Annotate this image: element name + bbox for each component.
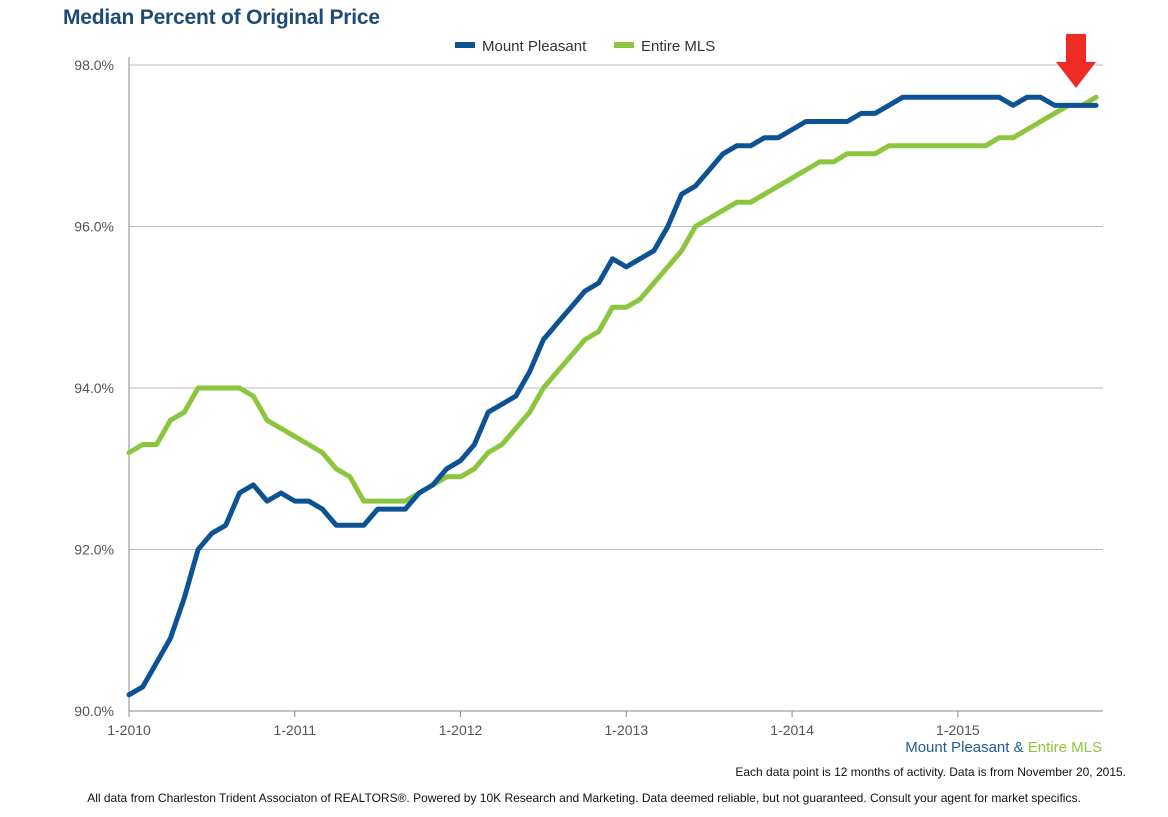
legend-swatch [455, 42, 475, 48]
legend-label: Entire MLS [641, 38, 715, 55]
footer-disclaimer: All data from Charleston Trident Associa… [87, 791, 1081, 805]
legend-label: Mount Pleasant [482, 38, 587, 55]
y-tick-label: 92.0% [74, 542, 114, 558]
caption-mount-pleasant: Mount Pleasant [905, 739, 1010, 756]
x-tick-label: 1-2013 [605, 722, 649, 738]
gridlines [129, 64, 1103, 550]
y-tick-label: 98.0% [74, 57, 114, 73]
data-note: Each data point is 12 months of activity… [735, 765, 1126, 779]
x-tick-label: 1-2011 [273, 722, 316, 738]
legend: Mount Pleasant Entire MLS [455, 38, 715, 55]
legend-swatch [614, 42, 634, 48]
x-tick-label: 1-2015 [936, 722, 980, 738]
caption-ampersand: & [1013, 739, 1024, 756]
series-line-mount-pleasant [126, 94, 1099, 698]
series-caption: Mount Pleasant & Entire MLS [905, 739, 1102, 756]
y-tick-label: 94.0% [74, 380, 114, 396]
red-arrow-icon [1056, 34, 1096, 88]
caption-entire-mls: Entire MLS [1027, 739, 1102, 756]
axes: 90.0% 92.0% 94.0% 96.0% 98.0% 1-2010 1-2011 1-2… [74, 57, 1103, 738]
x-tick-label: 1-2014 [770, 722, 814, 738]
annotations [1056, 34, 1096, 88]
y-tick-label: 96.0% [74, 219, 114, 235]
series-lines [126, 94, 1099, 698]
series-line-entire-mls [126, 94, 1099, 504]
y-tick-label: 90.0% [74, 703, 114, 719]
x-tick-label: 1-2012 [439, 722, 483, 738]
x-tick-label: 1-2010 [107, 722, 151, 738]
chart-title: Median Percent of Original Price [63, 6, 380, 29]
